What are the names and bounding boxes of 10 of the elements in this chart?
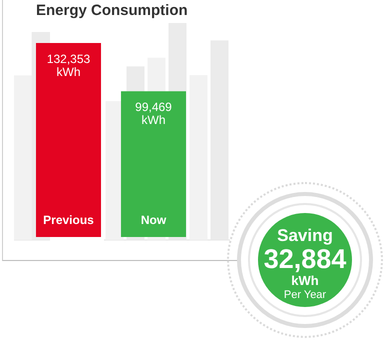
text: Saving [276, 226, 334, 245]
text: Per Year [282, 288, 328, 302]
data-label: 99,469 kWh [135, 100, 172, 128]
text: kWh [290, 273, 320, 288]
data-label: 132,353 kWh [46, 52, 91, 79]
chart-title: Energy Consumption [36, 2, 189, 21]
category-label: Previous [43, 213, 94, 227]
text: 32,884 [262, 244, 348, 274]
bar [190, 75, 208, 240]
category-label: Now [140, 213, 166, 227]
